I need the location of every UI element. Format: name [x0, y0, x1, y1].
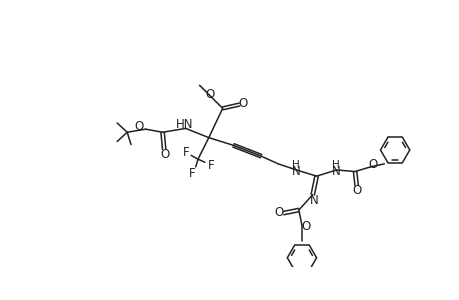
Text: F: F [183, 146, 190, 159]
Text: O: O [160, 148, 169, 161]
Text: H: H [331, 160, 339, 170]
Text: O: O [352, 184, 361, 197]
Text: N: N [309, 194, 318, 206]
Text: H: H [291, 160, 299, 170]
Text: O: O [134, 120, 143, 133]
Text: F: F [207, 159, 214, 172]
Text: O: O [205, 88, 214, 101]
Text: O: O [238, 97, 247, 110]
Text: O: O [301, 220, 310, 233]
Text: F: F [189, 167, 196, 180]
Text: N: N [331, 165, 340, 178]
Text: N: N [291, 165, 300, 178]
Text: O: O [274, 206, 283, 219]
Text: O: O [367, 158, 377, 171]
Text: HN: HN [175, 118, 192, 131]
